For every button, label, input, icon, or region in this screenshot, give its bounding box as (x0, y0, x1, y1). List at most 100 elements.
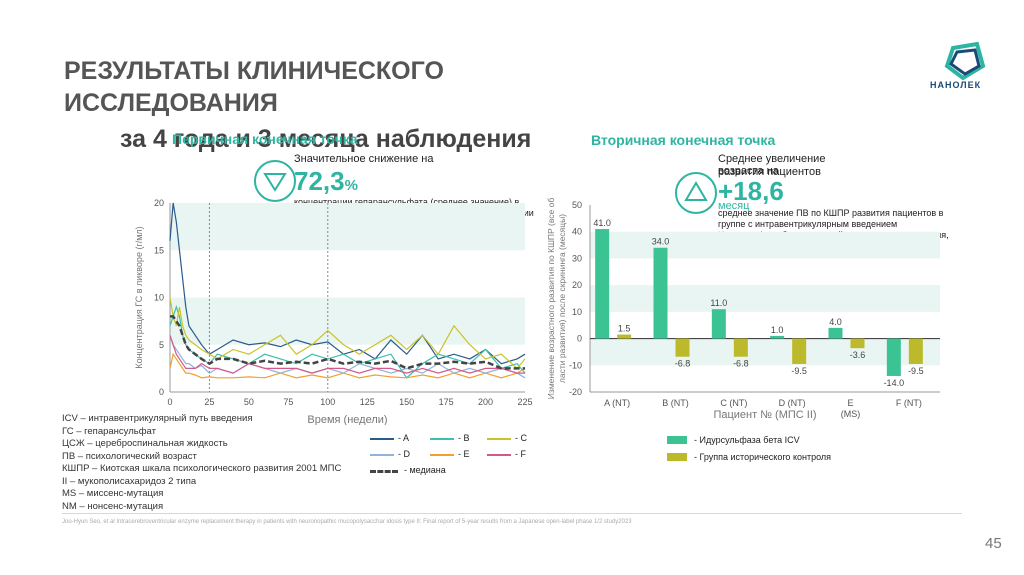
legend-label: - F (515, 449, 526, 459)
legend-swatch (370, 454, 394, 456)
legend-swatch (667, 453, 687, 461)
x-tick-label: 175 (439, 397, 454, 407)
title-line-3: за 4 года и 3 месяца наблюдения (120, 125, 532, 153)
legend-swatch (430, 438, 454, 440)
bar (792, 338, 807, 364)
abbreviation-item: ГС – гепарансульфат (62, 425, 156, 437)
data-label: -9.5 (791, 366, 807, 376)
secondary-heading: Вторичная конечная точка (591, 132, 776, 148)
x-tick-label: 75 (283, 397, 293, 407)
y-tick-label: 5 (159, 340, 164, 350)
data-label: -6.8 (675, 359, 691, 369)
y-tick-label: 10 (154, 293, 164, 303)
series-line-e (169, 352, 526, 379)
bar (770, 335, 785, 339)
x-tick-label: 100 (320, 397, 335, 407)
bar (675, 338, 690, 357)
abbreviation-item: ЦСЖ – цереброспинальная жидкость (62, 438, 228, 449)
title-line-2: ИССЛЕДОВАНИЯ (64, 89, 278, 117)
data-label: 4.0 (829, 317, 842, 327)
y-tick-label: 0 (577, 334, 582, 344)
y-tick-label: -20 (569, 387, 582, 397)
bar (908, 338, 923, 364)
development-age-bar-chart: -20 -10 0 10 20 30 40 50 A (NT) 41.0 1.5 B (NT) 34.0… (546, 198, 940, 421)
logo-text: НАНОЛЕК (930, 80, 982, 90)
data-label: -14.0 (884, 378, 905, 388)
series-line-median (170, 315, 525, 370)
x-tick-label: E (847, 398, 853, 408)
x-tick-sublabel: (MS) (841, 409, 861, 419)
legend-label: - C (515, 433, 527, 443)
data-label: 41.0 (593, 218, 611, 228)
grid-band (590, 285, 940, 312)
bar (617, 334, 632, 339)
y-axis-label-line: ласти развития) после скрининга (месяцы) (557, 214, 567, 383)
y-tick-label: -10 (569, 360, 582, 370)
legend-swatch (667, 436, 687, 444)
legend-label: - Идурсульфаза бета ICV (694, 435, 800, 445)
primary-heading: Первичная конечная точка (172, 131, 358, 147)
x-axis-label: Время (недели) (307, 414, 387, 425)
secondary-unit: месяц (718, 200, 750, 212)
legend-swatch (487, 438, 511, 440)
data-label: 34.0 (652, 237, 670, 247)
grid-band (590, 338, 940, 366)
footer-citation: Joo-Hyun Seo, et al Intracerebroventricu… (62, 519, 632, 525)
legend-label: - A (398, 433, 410, 443)
series-line-b (169, 305, 526, 379)
secondary-value: +18,6 (718, 176, 784, 206)
slide-title: РЕЗУЛЬТАТЫ КЛИНИЧЕСКОГО ИССЛЕДОВАНИЯ (64, 55, 444, 119)
x-tick-label: F (NT) (896, 398, 922, 408)
bar (850, 338, 865, 349)
data-label: 1.5 (618, 324, 631, 334)
series-line-c (169, 297, 526, 370)
x-tick-label: B (NT) (662, 398, 689, 408)
y-tick-label: 30 (572, 253, 582, 263)
bar (595, 229, 610, 339)
y-axis-label: Концентрация ГС в ликворе (г/мл) (134, 226, 144, 368)
series-line-a (169, 202, 526, 365)
abbreviation-item: ПВ – психологический возраст (62, 450, 197, 462)
y-tick-label: 50 (572, 200, 582, 210)
abbreviation-item: II – мукополисахаридоз 2 типа (62, 475, 197, 487)
legend-swatch (370, 438, 394, 440)
legend-label: - Группа исторического контроля (694, 452, 832, 462)
data-label: -6.8 (733, 359, 749, 369)
x-tick-label: 225 (517, 397, 532, 407)
data-label: 11.0 (710, 298, 727, 308)
legend-swatch (370, 470, 398, 473)
y-tick-label: 0 (159, 387, 164, 397)
data-label: -3.6 (850, 350, 866, 360)
y-axis-label: Изменение возрастного развития по КШПР (… (546, 198, 567, 400)
title-line-1: РЕЗУЛЬТАТЫ КЛИНИЧЕСКОГО (64, 57, 444, 85)
grid-band (170, 203, 525, 251)
data-label: -9.5 (908, 366, 924, 376)
y-tick-label: 20 (154, 198, 164, 208)
x-tick-label: C (NT) (720, 398, 747, 408)
y-tick-label: 20 (572, 280, 582, 290)
legend-label: - B (458, 433, 470, 443)
series-line-f (169, 335, 525, 374)
x-tick-label: 0 (167, 397, 172, 407)
x-tick-label: 25 (204, 397, 214, 407)
secondary-subhead-2: развития пациентов (718, 166, 821, 178)
abbreviation-item: КШПР – Киотская шкала психологического р… (62, 463, 342, 474)
legend-label: - медиана (404, 465, 446, 475)
x-axis-label: Пациент № (МПС II) (713, 409, 816, 421)
abbreviation-item: NM – нонсенс-мутация (62, 500, 164, 512)
bar (886, 338, 901, 376)
x-tick-label: 125 (360, 397, 375, 407)
page-number: 45 (985, 535, 1002, 552)
legend-label: - D (398, 449, 410, 459)
x-tick-label: 50 (244, 397, 254, 407)
y-tick-label: 10 (572, 307, 582, 317)
secondary-subhead: Среднее увеличение возраста на (718, 153, 826, 177)
abbreviations-list: ICV – интравентрикулярный путь введения Г… (62, 413, 341, 513)
abbreviation-item: MS – миссенс-мутация (62, 488, 164, 499)
y-axis-label-line: Изменение возрастного развития по КШПР (… (546, 198, 556, 400)
bar (653, 247, 668, 339)
legend-swatch (487, 454, 511, 456)
abbreviation-item: ICV – интравентрикулярный путь введения (62, 413, 253, 424)
x-tick-label: D (NT) (779, 398, 806, 408)
